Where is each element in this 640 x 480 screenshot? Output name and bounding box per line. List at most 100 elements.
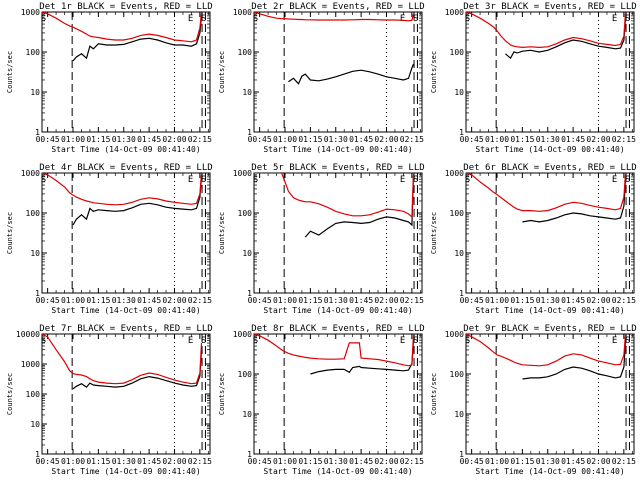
y-tick-label: 1	[459, 128, 464, 137]
series-group	[42, 173, 203, 226]
flag-label: S	[465, 175, 470, 185]
x-tick-label: 01:45	[349, 296, 373, 305]
x-tick-label: 01:30	[324, 457, 348, 466]
x-axis-label: Start Time (14-Oct-09 00:41:40)	[51, 306, 200, 315]
x-axis-label: Start Time (14-Oct-09 00:41:40)	[475, 467, 624, 476]
events-series-line	[505, 18, 627, 60]
series-group	[254, 173, 415, 238]
y-tick-label: 1	[35, 289, 40, 298]
x-axis-label: Start Time (14-Oct-09 00:41:40)	[475, 145, 624, 154]
x-tick-label: 00:45	[36, 135, 60, 144]
x-tick-label: 01:45	[349, 135, 373, 144]
y-tick-label: 10	[242, 410, 252, 419]
flag-label: E	[188, 175, 193, 185]
y-tick-label: 10	[454, 410, 464, 419]
x-tick-label: 01:45	[561, 135, 585, 144]
flag-label: S	[625, 14, 630, 24]
x-tick-label: 01:00	[273, 135, 297, 144]
events-series-line	[288, 63, 415, 85]
axes-frame	[465, 333, 635, 455]
y-tick-label: 100	[238, 370, 253, 379]
x-axis-label: Start Time (14-Oct-09 00:41:40)	[263, 145, 412, 154]
y-axis-label: Counts/sec	[6, 51, 14, 93]
y-tick-label: 1	[247, 289, 252, 298]
flag-label: S	[253, 336, 258, 346]
x-tick-label: 01:00	[273, 296, 297, 305]
series-group	[466, 173, 627, 223]
y-tick-label: 1000	[21, 8, 40, 17]
y-tick-label: 10	[30, 420, 40, 429]
events-series-line	[304, 174, 415, 238]
x-axis-label: Start Time (14-Oct-09 00:41:40)	[263, 306, 412, 315]
panel-1: Det 1r BLACK = Events, RED = LLD 1 10 100 10…	[6, 2, 213, 154]
x-tick-label: 02:15	[188, 135, 212, 144]
x-tick-label: 00:45	[36, 296, 60, 305]
y-tick-label: 100	[26, 48, 41, 57]
x-tick-label: 02:00	[162, 296, 186, 305]
y-axis-label: Counts/sec	[218, 51, 226, 93]
series-group	[466, 334, 627, 380]
flag-label: E	[612, 336, 617, 346]
axes-frame	[41, 11, 211, 133]
x-tick-label: 01:15	[86, 135, 110, 144]
x-tick-label: 01:15	[510, 135, 534, 144]
x-tick-label: 01:15	[298, 296, 322, 305]
y-tick-label: 100	[26, 390, 41, 399]
x-tick-label: 02:00	[586, 457, 610, 466]
axes-frame	[253, 11, 423, 133]
x-tick-label: 01:00	[61, 296, 85, 305]
lld-series-line	[466, 12, 627, 49]
y-tick-label: 1	[35, 450, 40, 459]
x-tick-label: 01:30	[112, 296, 136, 305]
x-tick-label: 02:15	[612, 457, 636, 466]
flag-label: S	[413, 336, 418, 346]
series-group	[254, 334, 415, 375]
x-axis-label: Start Time (14-Oct-09 00:41:40)	[51, 467, 200, 476]
y-tick-label: 1	[459, 450, 464, 459]
events-series-line	[72, 176, 203, 226]
panel-title: Det 8r BLACK = Events, RED = LLD	[251, 324, 424, 334]
x-tick-label: 01:45	[561, 296, 585, 305]
panel-4: Det 4r BLACK = Events, RED = LLD 1 10 100 10…	[6, 163, 213, 315]
flag-label: S	[253, 175, 258, 185]
x-tick-label: 02:00	[586, 296, 610, 305]
x-tick-label: 01:00	[61, 457, 85, 466]
axes-frame	[465, 11, 635, 133]
x-tick-label: 01:30	[536, 135, 560, 144]
y-tick-label: 10	[30, 249, 40, 258]
events-series-line	[310, 340, 415, 375]
panel-title: Det 7r BLACK = Events, RED = LLD	[39, 324, 212, 334]
panel-8: Det 8r BLACK = Events, RED = LLD 1 10 100 10…	[218, 324, 425, 476]
x-tick-label: 02:00	[586, 135, 610, 144]
y-axis-label: Counts/sec	[430, 373, 438, 415]
y-tick-label: 10000	[16, 330, 40, 339]
x-tick-label: 02:00	[162, 457, 186, 466]
x-tick-label: 01:45	[137, 296, 161, 305]
flag-label: E	[400, 175, 405, 185]
x-tick-label: 00:45	[460, 135, 484, 144]
x-tick-label: 01:15	[298, 457, 322, 466]
flag-label: S	[413, 14, 418, 24]
series-group	[466, 12, 627, 60]
x-axis-label: Start Time (14-Oct-09 00:41:40)	[51, 145, 200, 154]
lld-series-line	[42, 334, 203, 385]
y-tick-label: 10	[30, 88, 40, 97]
panel-6: Det 6r BLACK = Events, RED = LLD 1 10 100 10…	[430, 163, 637, 315]
y-tick-label: 100	[450, 48, 465, 57]
y-tick-label: 10	[242, 88, 252, 97]
x-tick-label: 02:00	[374, 135, 398, 144]
y-tick-label: 1000	[21, 169, 40, 178]
flag-label: E	[188, 14, 193, 24]
x-tick-label: 01:45	[137, 135, 161, 144]
panel-title: Det 5r BLACK = Events, RED = LLD	[251, 163, 424, 173]
x-tick-label: 02:15	[400, 135, 424, 144]
flag-label: S	[201, 336, 206, 346]
flag-label: E	[400, 14, 405, 24]
flag-label: E	[612, 175, 617, 185]
x-tick-label: 01:45	[349, 457, 373, 466]
flag-label: S	[253, 14, 258, 24]
x-tick-label: 01:45	[137, 457, 161, 466]
y-tick-label: 100	[238, 48, 253, 57]
x-tick-label: 01:15	[510, 457, 534, 466]
